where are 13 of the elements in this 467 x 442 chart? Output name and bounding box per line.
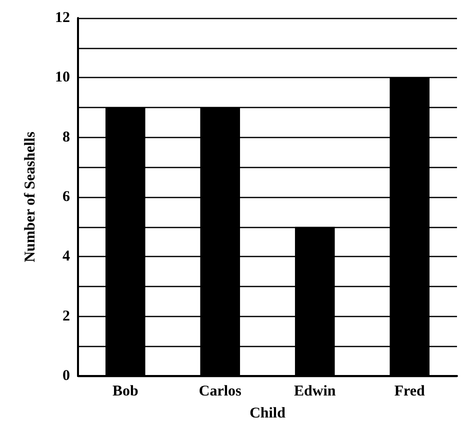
y-tick-label: 2 bbox=[62, 308, 70, 324]
x-tick-label: Edwin bbox=[294, 384, 336, 400]
y-tick-label: 4 bbox=[62, 248, 70, 265]
x-tick-label: Bob bbox=[112, 384, 138, 400]
y-tick-label: 8 bbox=[62, 129, 70, 146]
x-axis-title: Child bbox=[250, 406, 286, 422]
y-tick-label: 6 bbox=[62, 189, 70, 205]
y-axis-title: Number of Seashells bbox=[22, 132, 38, 262]
x-tick-label: Fred bbox=[394, 384, 426, 400]
y-tick-label: 0 bbox=[62, 368, 70, 384]
y-tick-label: 10 bbox=[55, 70, 70, 86]
y-tick-label: 12 bbox=[55, 10, 70, 26]
x-tick-label: Carlos bbox=[198, 384, 242, 400]
